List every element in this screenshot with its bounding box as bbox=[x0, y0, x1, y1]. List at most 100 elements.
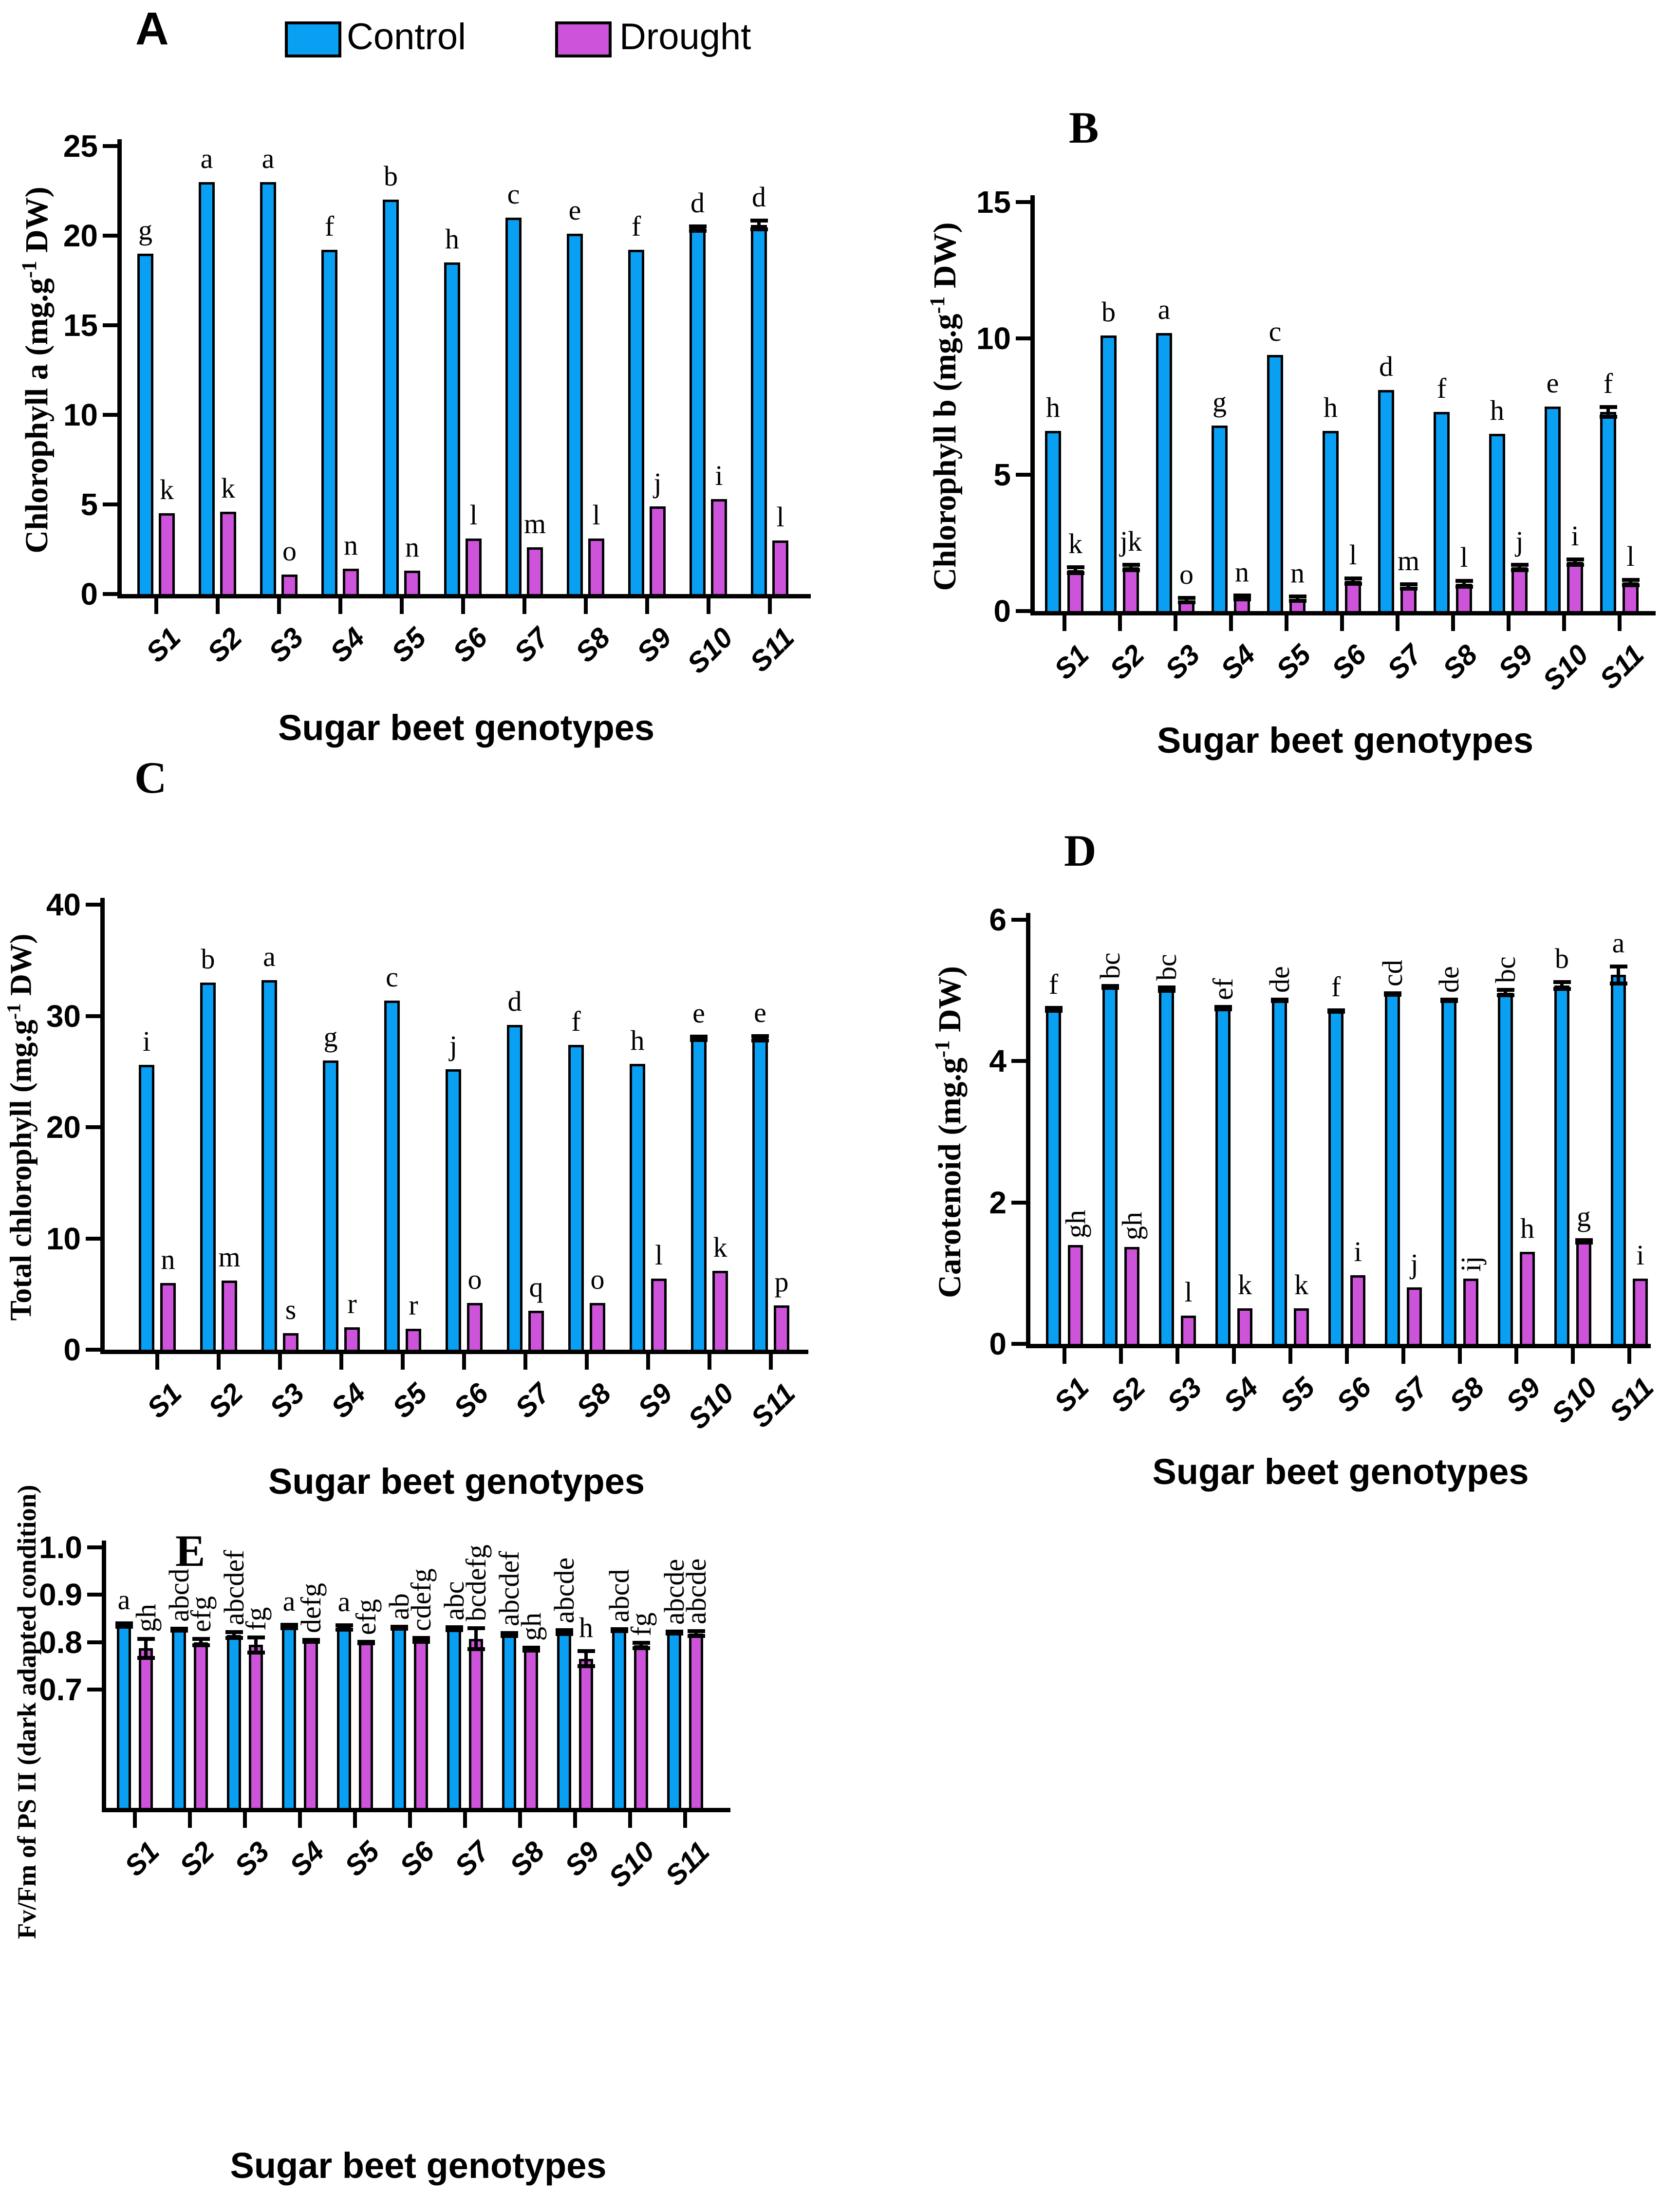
y-axis-title-B: Chlorophyll b (mg.g-1 DW) bbox=[926, 223, 964, 591]
panel-E-control-bar-S1 bbox=[117, 1625, 131, 1808]
y-tick-C bbox=[86, 1125, 100, 1129]
error-cap-D bbox=[1045, 1006, 1063, 1010]
error-cap-E bbox=[280, 1626, 298, 1631]
error-cap-E bbox=[445, 1625, 463, 1630]
error-bar-E bbox=[342, 1625, 346, 1630]
error-cap-A bbox=[689, 228, 707, 233]
panel-C-drought-bar-S6 bbox=[467, 1303, 483, 1350]
x-tick-C bbox=[708, 1354, 711, 1370]
y-axis-title-text: Chlorophyll a (mg.g bbox=[19, 278, 55, 554]
x-tick-A bbox=[583, 598, 588, 614]
error-bar-B bbox=[1462, 581, 1466, 587]
significance-letter: o bbox=[282, 535, 297, 567]
error-cap-B bbox=[1455, 584, 1473, 589]
significance-letter: n bbox=[161, 1243, 175, 1275]
significance-letter: a bbox=[200, 142, 213, 174]
y-axis-title-superscript: -1 bbox=[926, 296, 949, 314]
error-cap-A bbox=[750, 227, 768, 232]
y-axis-line-D bbox=[1026, 913, 1030, 1348]
y-tick-label-A: 20 bbox=[63, 218, 98, 253]
error-cap-E bbox=[467, 1626, 485, 1631]
significance-letter: e bbox=[1546, 367, 1559, 399]
x-tick-B bbox=[1229, 615, 1233, 631]
significance-letter: e bbox=[754, 996, 766, 1028]
significance-letter: d bbox=[1379, 351, 1393, 383]
error-cap-E bbox=[577, 1649, 595, 1654]
significance-letter: n bbox=[344, 529, 358, 561]
y-axis-line-E bbox=[102, 1541, 106, 1812]
significance-letter: l bbox=[776, 501, 784, 533]
y-tick-A bbox=[103, 323, 117, 327]
error-cap-D bbox=[1440, 999, 1458, 1003]
x-tick-E bbox=[463, 1812, 467, 1828]
panel-D-control-bar-S9 bbox=[1498, 992, 1513, 1344]
significance-letter: g bbox=[323, 1021, 338, 1053]
y-axis-title-D: Carotenoid (mg.g-1 DW) bbox=[931, 966, 969, 1298]
x-tick-D bbox=[1175, 1348, 1179, 1364]
error-cap-B bbox=[1511, 562, 1529, 567]
panel-A-drought-bar-S10 bbox=[711, 499, 727, 594]
y-axis-title-superscript: -1 bbox=[931, 1040, 954, 1058]
significance-letter: f bbox=[1331, 970, 1341, 1003]
y-tick-E bbox=[87, 1545, 102, 1549]
significance-letter: jk bbox=[1119, 525, 1142, 557]
panel-D-control-bar-S2 bbox=[1102, 986, 1118, 1344]
error-cap-E bbox=[687, 1634, 705, 1638]
error-cap-E bbox=[522, 1646, 540, 1650]
error-cap-C bbox=[690, 1034, 708, 1039]
error-bar-E bbox=[474, 1628, 478, 1650]
y-axis-line-B bbox=[1030, 195, 1035, 615]
error-bar-B bbox=[1295, 596, 1299, 601]
error-bar-B bbox=[1351, 578, 1355, 584]
error-cap-E bbox=[335, 1628, 353, 1632]
panel-D-drought-bar-S10 bbox=[1576, 1241, 1591, 1344]
error-cap-B bbox=[1177, 596, 1195, 600]
significance-letter: efg bbox=[185, 1596, 217, 1632]
error-cap-B bbox=[1399, 582, 1418, 587]
error-cap-D bbox=[1496, 993, 1514, 998]
panel-A-drought-bar-S2 bbox=[220, 511, 236, 594]
panel-A-control-bar-S3 bbox=[260, 182, 276, 594]
x-axis-line-D bbox=[1026, 1344, 1651, 1348]
significance-letter: abcde bbox=[680, 1558, 712, 1625]
significance-letter: e bbox=[568, 194, 581, 226]
significance-letter: f bbox=[1436, 372, 1447, 405]
y-axis-title-text: DW) bbox=[932, 966, 968, 1040]
panel-C-drought-bar-S9 bbox=[651, 1278, 667, 1350]
y-tick-label-E: 0.9 bbox=[39, 1577, 82, 1613]
error-cap-E bbox=[412, 1636, 430, 1640]
x-tick-C bbox=[217, 1354, 221, 1370]
x-tick-A bbox=[215, 598, 220, 614]
panel-letter-B: B bbox=[1069, 103, 1099, 152]
error-cap-D bbox=[1609, 981, 1627, 985]
significance-letter: h bbox=[630, 1024, 645, 1056]
x-tick-E bbox=[518, 1812, 522, 1828]
panel-C-control-bar-S5 bbox=[384, 1000, 400, 1350]
y-tick-label-A: 10 bbox=[63, 397, 98, 432]
legend-label-control: Control bbox=[347, 16, 466, 57]
error-cap-B bbox=[1177, 600, 1195, 605]
panel-D-drought-bar-S7 bbox=[1407, 1287, 1422, 1344]
x-tick-E bbox=[243, 1812, 247, 1828]
y-axis-title-text: Fv/Fm of PS II (dark adapted condition) bbox=[12, 1484, 41, 1939]
error-cap-C bbox=[751, 1034, 769, 1038]
significance-letter: h bbox=[1046, 391, 1060, 424]
x-tick-E bbox=[353, 1812, 357, 1828]
y-tick-A bbox=[103, 592, 117, 596]
panel-B-drought-bar-S1 bbox=[1067, 570, 1083, 611]
error-bar-B bbox=[1073, 567, 1077, 573]
x-tick-D bbox=[1458, 1348, 1462, 1364]
x-tick-D bbox=[1514, 1348, 1518, 1364]
significance-letter: h bbox=[1324, 391, 1338, 424]
significance-letter: b bbox=[384, 160, 398, 192]
panel-E-drought-bar-S5 bbox=[359, 1642, 373, 1808]
significance-letter: r bbox=[409, 1289, 418, 1321]
x-tick-B bbox=[1284, 615, 1288, 631]
error-cap-E bbox=[555, 1632, 573, 1636]
x-tick-C bbox=[339, 1354, 343, 1370]
panel-C-control-bar-S11 bbox=[752, 1038, 768, 1350]
error-bar-E bbox=[144, 1638, 148, 1658]
significance-letter: p bbox=[774, 1265, 789, 1298]
significance-letter: h bbox=[579, 1612, 593, 1644]
significance-letter: i bbox=[1636, 1239, 1644, 1271]
